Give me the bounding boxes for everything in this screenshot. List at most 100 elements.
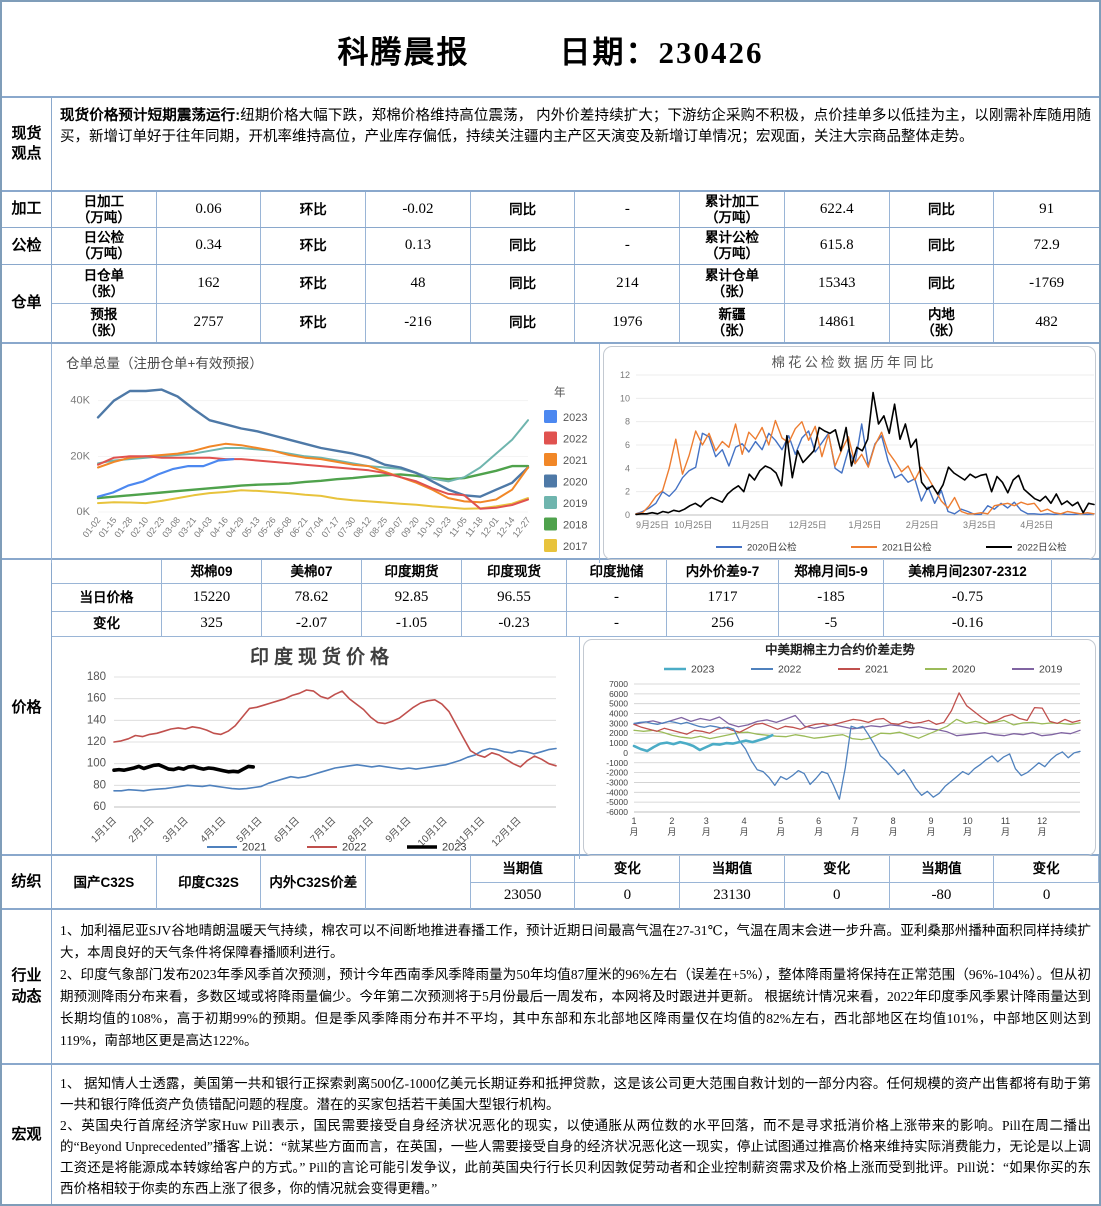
cell	[52, 560, 162, 583]
svg-text:2020: 2020	[952, 664, 976, 676]
price-change-row: 变化 325 -2.07 -1.05 -0.23 - 256 -5 -0.16	[52, 612, 1099, 637]
spot-view-text: 现货价格预计短期震荡运行:纽期价格大幅下跌，郑棉价格维持高位震荡， 内外价差持续…	[52, 98, 1099, 190]
chart-canvas: -6000-5000-4000-3000-2000-10000100020003…	[606, 642, 1081, 837]
cell: -216	[366, 304, 471, 342]
section-label-textile: 纺织	[2, 856, 52, 909]
section-label-warrants: 仓单	[2, 265, 52, 342]
chart-inspection-yoy: 0 2 4 6 8 10 12 9月25日 10月25日 11月25日 12月25日 1月25日 2月2…	[600, 344, 1099, 563]
chart-warrant-total: 0K 20K 40K 01-02 01-15 01-28 02-10 02-23 03-08 03…	[52, 344, 600, 563]
svg-text:180: 180	[87, 671, 106, 683]
series-2021	[113, 747, 557, 792]
cell: 累计公检 （万吨）	[680, 228, 785, 264]
svg-text:12-27: 12-27	[511, 515, 533, 539]
spot-view-body: 纽期价格大幅下跌，郑棉价格维持高位震荡， 内外价差持续扩大；下游纺企采购不积极，…	[60, 108, 1092, 145]
svg-text:0: 0	[623, 748, 628, 758]
series-2020	[96, 388, 530, 498]
svg-text:4: 4	[742, 816, 747, 826]
cell: -185	[779, 584, 884, 611]
page-title: 科腾晨报	[337, 34, 470, 70]
cell: -0.75	[884, 584, 1052, 611]
svg-text:9: 9	[929, 816, 934, 826]
warrant-charts-row: 0K 20K 40K 01-02 01-15 01-28 02-10 02-23 03-08 03…	[2, 342, 1099, 563]
svg-text:年: 年	[554, 385, 566, 399]
cell: 同比	[890, 265, 995, 303]
svg-text:6: 6	[625, 440, 630, 450]
svg-text:7月1日: 7月1日	[308, 815, 338, 845]
legend-swatch-2020	[544, 474, 557, 488]
svg-text:80: 80	[93, 779, 106, 791]
svg-text:0K: 0K	[77, 506, 91, 518]
svg-text:11: 11	[1001, 816, 1010, 826]
cell: 日加工 （万吨）	[52, 192, 157, 227]
cell: 325	[162, 612, 262, 636]
series-2023	[96, 457, 235, 498]
cell: 郑棉09	[162, 560, 262, 583]
series-2022	[113, 689, 557, 768]
cell: -5	[779, 612, 884, 636]
svg-text:印度现货价格: 印度现货价格	[250, 645, 394, 668]
svg-text:-6000: -6000	[606, 807, 628, 817]
chart-canvas: 0 2 4 6 8 10 12 9月25日 10月25日 11月25日 12月25日 1月25日 2月2…	[620, 355, 1095, 554]
series-2021日公检	[635, 419, 1095, 515]
svg-text:月: 月	[889, 827, 898, 837]
svg-text:2018: 2018	[563, 520, 587, 532]
svg-text:5: 5	[778, 816, 783, 826]
svg-text:7000: 7000	[609, 679, 628, 689]
svg-text:-1000: -1000	[606, 758, 628, 768]
cell: 变化	[52, 612, 162, 636]
textile-cur-value: 23050	[471, 883, 576, 909]
cell: 0.06	[157, 192, 262, 227]
svg-text:12: 12	[1037, 816, 1047, 826]
svg-text:2020: 2020	[563, 477, 587, 489]
textile-name: 内外C32S价差	[261, 856, 367, 909]
industry-paragraph-1: 1、加利福尼亚SJV谷地晴朗温暖天气持续，棉农可以不间断地推进春播工作，预计近期…	[60, 923, 1091, 960]
svg-text:1: 1	[631, 816, 636, 826]
cell: 日仓单 （张）	[52, 265, 157, 303]
section-label-macro: 宏观	[2, 1065, 52, 1204]
svg-text:2023: 2023	[442, 842, 466, 854]
svg-text:3月1日: 3月1日	[160, 815, 190, 845]
svg-text:2022: 2022	[563, 434, 587, 446]
series-2021	[633, 692, 1081, 735]
spot-view-section: 现货 观点 现货价格预计短期震荡运行:纽期价格大幅下跌，郑棉价格维持高位震荡， …	[2, 96, 1099, 190]
svg-text:4000: 4000	[609, 709, 628, 719]
cell: 内外价差9-7	[667, 560, 779, 583]
svg-text:2021日公检: 2021日公检	[882, 542, 932, 554]
svg-text:-5000: -5000	[606, 797, 628, 807]
cell: 15220	[162, 584, 262, 611]
series-2021	[97, 442, 529, 504]
textile-chg-value: 0	[785, 883, 890, 909]
cell: 482	[1035, 314, 1058, 331]
series-2020日公检	[635, 423, 1095, 516]
cell: -	[567, 612, 667, 636]
cell: 印度抛储	[567, 560, 667, 583]
cell	[1052, 584, 1099, 611]
series-2017	[97, 489, 529, 510]
svg-text:8: 8	[625, 417, 630, 427]
svg-text:4月25日: 4月25日	[1020, 520, 1053, 530]
textile-section: 纺织 国产C32S 当期值 变化 印度C32S 当期值 变化 内外C32S价差 …	[2, 854, 1099, 909]
svg-text:月: 月	[1038, 827, 1047, 837]
svg-text:月: 月	[667, 827, 676, 837]
svg-text:20K: 20K	[70, 450, 90, 462]
cell: 美棉07	[262, 560, 362, 583]
cell: 环比	[261, 228, 367, 264]
svg-text:-3000: -3000	[606, 777, 628, 787]
cell: 1717	[667, 584, 779, 611]
svg-text:6月1日: 6月1日	[272, 815, 302, 845]
series-2020	[633, 718, 1081, 741]
cell: 48	[366, 265, 471, 303]
cell: -	[575, 192, 681, 227]
cell: -1.05	[362, 612, 462, 636]
svg-text:1000: 1000	[609, 738, 628, 748]
row-warrants: 仓单 日仓单 （张） 162 环比 48 同比 214 累计仓单 （张） 153…	[2, 264, 1099, 342]
cell: 当日价格	[52, 584, 162, 611]
svg-text:2月1日: 2月1日	[126, 815, 156, 845]
legend-swatch-2019	[544, 496, 557, 509]
price-header-row: 郑棉09 美棉07 印度期货 印度现货 印度抛储 内外价差9-7 郑棉月间5-9…	[52, 560, 1099, 584]
svg-text:60: 60	[93, 801, 106, 813]
svg-text:40K: 40K	[70, 395, 90, 407]
svg-text:2: 2	[625, 487, 630, 497]
cell: 615.8	[785, 228, 890, 264]
